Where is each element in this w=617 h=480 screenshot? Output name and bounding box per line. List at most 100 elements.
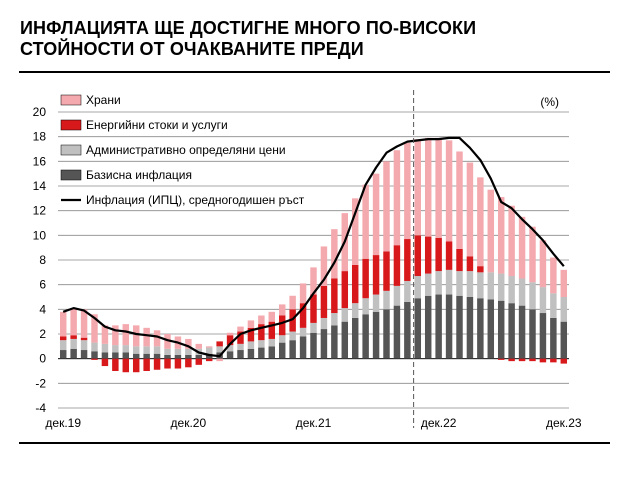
bar-segment [477,177,484,267]
bar-segment [247,348,255,359]
bar-segment [466,297,474,359]
bar-segment [132,346,140,354]
legend-label: Административно определяни цени [86,143,286,157]
legend-swatch [60,169,82,181]
bar-segment [341,321,349,359]
legend-label: Енергийни стоки и услуги [86,118,228,132]
bar-segment [372,311,380,359]
bar-segment [414,298,422,359]
bar-segment [539,240,547,288]
bar-segment [424,137,432,237]
chart-title-line-1: ИНФЛАЦИЯТА ЩЕ ДОСТИГНЕ МНОГО ПО-ВИСОКИ [20,18,477,38]
chart-title: ИНФЛАЦИЯТА ЩЕ ДОСТИГНЕ МНОГО ПО-ВИСОКИ С… [20,18,610,60]
bar-segment [143,327,150,347]
bar-segment [331,313,338,326]
bar-segment [487,189,495,273]
bar-segment [518,358,526,362]
y-tick-label: 4 [39,302,46,316]
bar-segment [383,290,390,310]
y-tick-label: 6 [39,278,46,292]
bar-segment [226,335,234,346]
bar-segment [560,297,568,322]
bar-segment [205,358,213,362]
bar-segment [351,303,359,318]
bar-segment [164,354,171,359]
bar-segment [153,358,161,370]
bar-segment [59,350,67,359]
legend-label: Храни [86,93,121,107]
legend-swatch [60,144,82,156]
bar-segment [393,150,401,246]
bar-segment [112,325,119,346]
y-tick-label: 8 [39,253,46,267]
bar-segment [435,294,442,359]
bar-segment [174,348,182,355]
bar-segment [456,248,463,272]
bar-segment [404,142,411,240]
bar-segment [268,321,276,339]
bar-segment [101,352,109,359]
bar-segment [80,337,88,341]
bar-segment [205,346,213,348]
bar-segment [424,295,432,359]
bar-segment [237,350,244,359]
bar-segment [414,235,422,277]
bar-segment [112,358,119,371]
y-tick-label: -4 [35,401,46,415]
bar-segment [435,137,442,238]
bar-segment [310,294,317,323]
bar-segment [550,358,557,363]
bar-segment [393,305,401,359]
bar-segment [174,358,182,369]
y-tick-label: 20 [33,105,47,119]
bar-segment [237,326,244,332]
bar-segment [91,314,98,343]
bar-segment [539,313,547,359]
bar-segment [299,283,307,304]
bar-segment [258,315,265,325]
bar-segment [226,332,234,336]
bar-segment [185,354,192,359]
bar-segment [456,151,463,249]
bar-segment [310,322,317,333]
bar-segment [497,273,505,301]
bar-segment [237,343,244,351]
bottom-divider [19,442,610,444]
bar-segment [320,329,328,359]
bar-segment [70,338,77,349]
bar-segment [445,241,453,270]
bar-segment [456,271,463,296]
bar-segment [268,311,276,322]
bar-segment [185,348,192,355]
bar-segment [466,256,474,272]
bar-segment [278,315,286,336]
bar-segment [487,272,495,300]
bar-segment [466,162,474,257]
bar-segment [508,205,515,277]
bar-segment [164,348,171,355]
bar-segment [122,358,130,373]
bar-segment [539,358,547,363]
bar-segment [278,304,286,316]
bar-segment [91,351,98,359]
bar-segment [278,335,286,343]
legend-swatch [60,119,82,131]
bar-segment [226,345,234,352]
bar-segment [80,340,88,351]
bar-segment [80,309,88,338]
bar-segment [560,358,568,364]
y-tick-label: 16 [33,154,47,168]
bar-segment [112,345,119,353]
bar-segment [247,327,255,342]
y-tick-label: 0 [39,352,46,366]
bar-segment [466,271,474,297]
bar-segment [195,358,203,365]
bar-segment [529,282,536,310]
bar-segment [268,346,276,359]
bar-segment [393,285,401,306]
bar-segment [153,353,161,359]
bar-segment [414,139,422,236]
bar-segment [299,327,307,337]
legend-label: Инфлация (ИПЦ), средногодишен ръст [86,193,305,207]
inflation-line [62,136,565,358]
